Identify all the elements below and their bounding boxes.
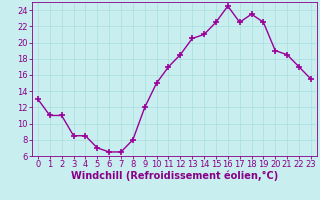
- X-axis label: Windchill (Refroidissement éolien,°C): Windchill (Refroidissement éolien,°C): [71, 171, 278, 181]
